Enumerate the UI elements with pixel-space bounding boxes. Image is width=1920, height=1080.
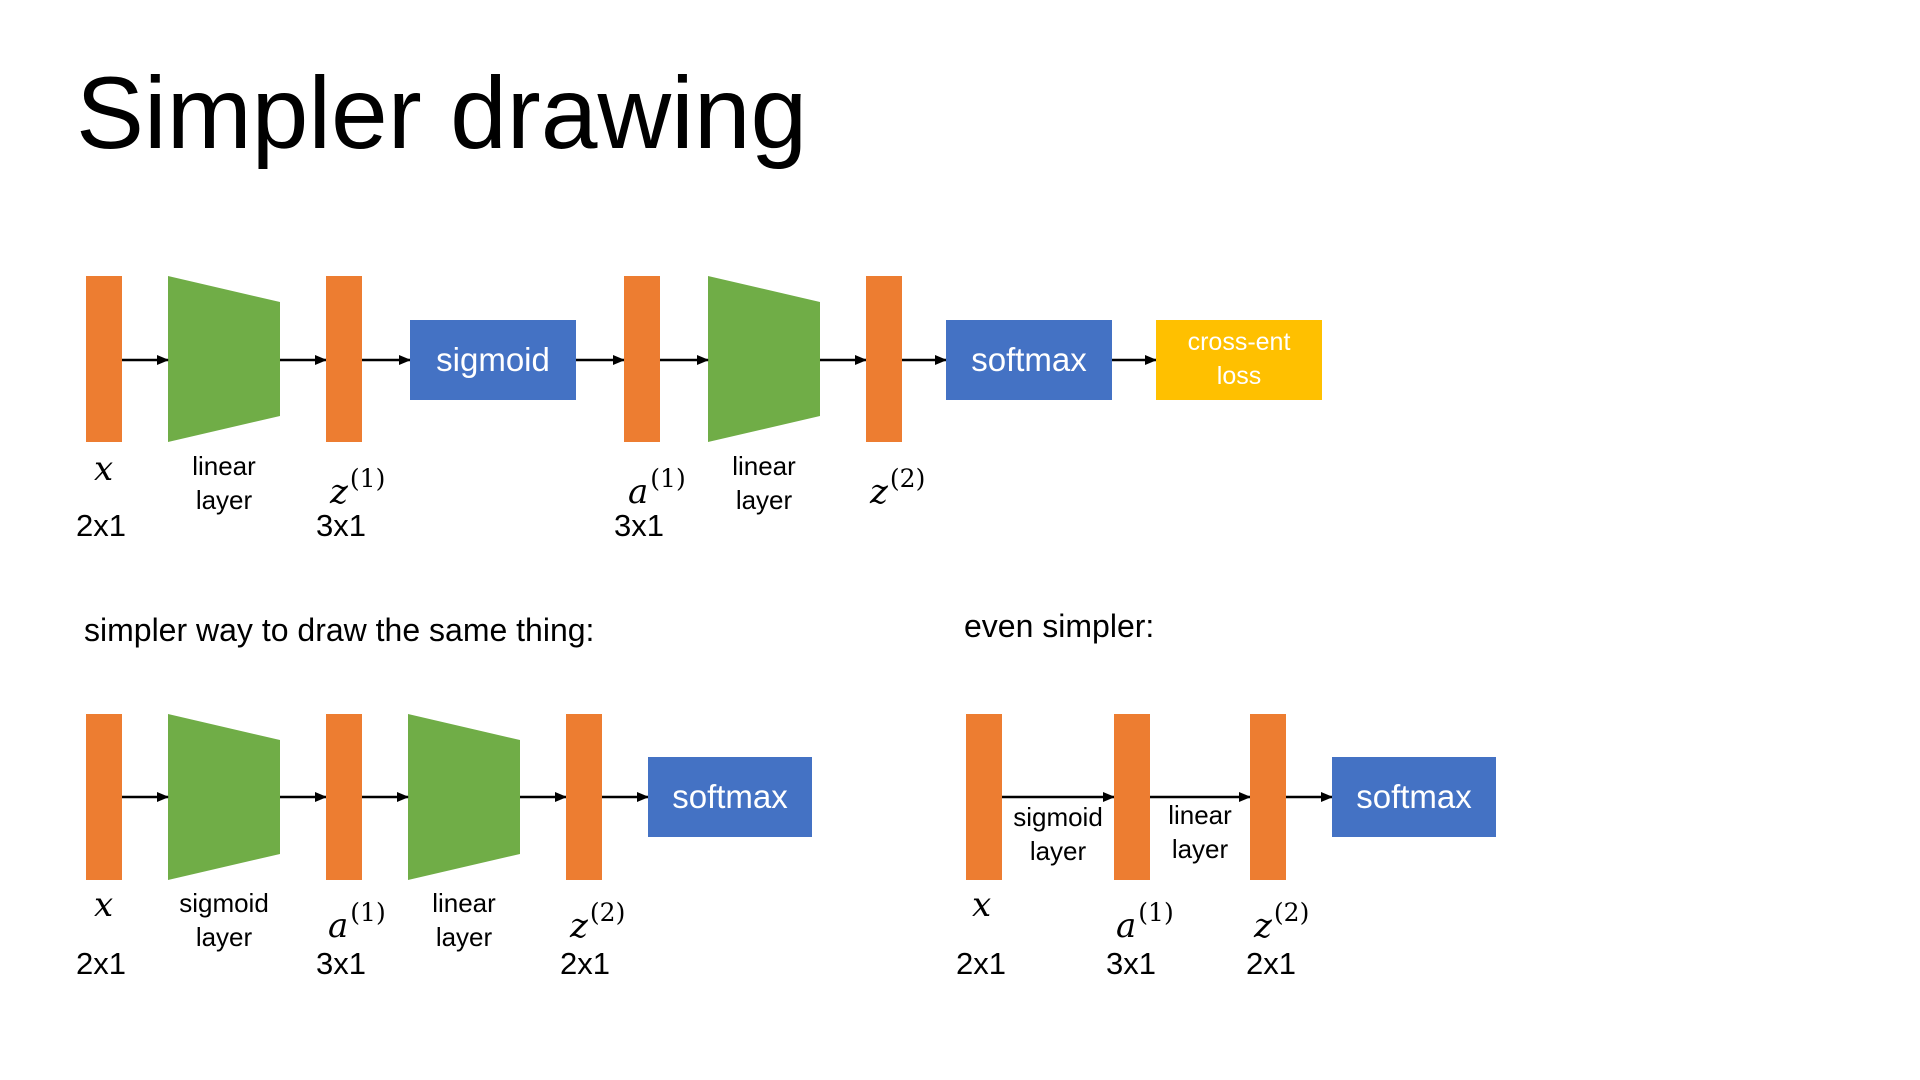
linear-layer-label: linear layer [192,451,256,515]
dimension-x: 2x1 [76,946,126,981]
symbol-a1: a(1) [628,464,686,512]
linear-layer-trapezoid [408,714,520,880]
symbol-z2: z(2) [1254,898,1310,946]
symbol-z2: z(2) [870,464,926,512]
softmax-box: softmax [648,757,812,837]
cross-entropy-loss-box: cross-ent loss [1156,320,1322,400]
symbol-x: x [94,449,114,489]
linear-layer-trapezoid [168,276,280,442]
softmax-box: softmax [1332,757,1496,837]
sigmoid-box: sigmoid [410,320,576,400]
vector-x [86,714,122,880]
linear-layer-trapezoid [708,276,820,442]
page-title: Simpler drawing [76,56,808,170]
dimension-x: 2x1 [956,946,1006,981]
section-heading: simpler way to draw the same thing: [84,612,595,648]
dimension-z2: 2x1 [1246,946,1296,981]
symbol-a1: a(1) [1116,898,1174,946]
section-heading: even simpler: [964,608,1155,644]
symbol-z2: z(2) [570,898,626,946]
softmax-box: softmax [946,320,1112,400]
vector-z1 [326,276,362,442]
dimension-z2: 2x1 [560,946,610,981]
dimension-a1: 3x1 [316,946,366,981]
vector-z2 [566,714,602,880]
linear-layer-label: linear layer [432,888,496,952]
vector-x [86,276,122,442]
dimension-z1: 3x1 [316,508,366,543]
linear-layer-label: linear layer [1168,800,1232,864]
sigmoid-layer-label: sigmoid layer [1013,802,1103,866]
linear-layer-label: linear layer [732,451,796,515]
vector-z2 [1250,714,1286,880]
vector-x [966,714,1002,880]
symbol-x: x [94,885,114,925]
sigmoid-layer-trapezoid [168,714,280,880]
dimension-a1: 3x1 [1106,946,1156,981]
dimension-a1: 3x1 [614,508,664,543]
symbol-a1: a(1) [328,898,386,946]
dimension-x: 2x1 [76,508,126,543]
symbol-z1: z(1) [330,464,386,512]
vector-a1 [624,276,660,442]
symbol-x: x [972,885,992,925]
vector-z2 [866,276,902,442]
sigmoid-layer-label: sigmoid layer [179,888,269,952]
vector-a1 [1114,714,1150,880]
vector-a1 [326,714,362,880]
